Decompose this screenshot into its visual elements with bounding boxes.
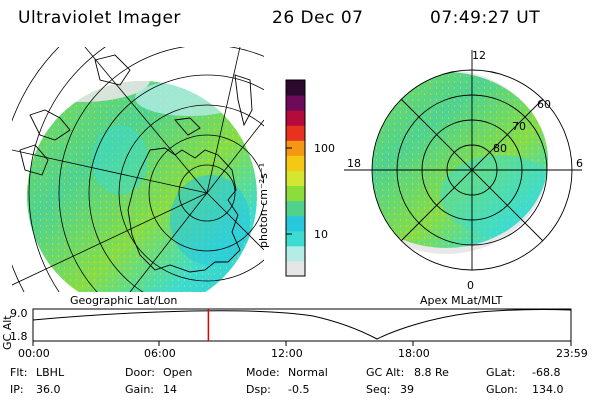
info-flt-key: Flt: [10, 366, 28, 379]
time-label: 07:49:27 UT [430, 8, 541, 28]
geo-grid [12, 47, 264, 292]
orbit-plot [32, 308, 572, 346]
apex-lat-label-70: 70 [512, 120, 526, 133]
info-glon-value: 134.0 [532, 383, 564, 396]
orbit-altitude-curve [32, 308, 572, 340]
apex-lat-label-60: 60 [537, 98, 551, 111]
instrument-title: Ultraviolet Imager [18, 8, 181, 28]
info-seq-value: 39 [400, 383, 414, 396]
colorbar-segment [286, 155, 305, 171]
info-flt-value: LBHL [36, 366, 65, 379]
info-gain-key: Gain: [125, 383, 154, 396]
colorbar-frame [285, 79, 306, 277]
info-seq-key: Seq: [366, 383, 391, 396]
orbit-ytick-top: 9.0 [10, 307, 28, 320]
geo-coastline [19, 54, 253, 273]
date-label: 26 Dec 07 [272, 8, 364, 28]
info-mode-key: Mode: [246, 366, 280, 379]
apex-lat-label-80: 80 [493, 142, 507, 155]
apex-mlt-label-6: 6 [576, 157, 583, 170]
info-ip-value: 36.0 [36, 383, 61, 396]
orbit-xtick-label: 12:00 [271, 347, 303, 360]
info-gcalt-key: GC Alt: [366, 366, 405, 379]
colorbar-segment [286, 125, 305, 141]
info-gcalt-value: 8.8 Re [414, 366, 449, 379]
colorbar-segment [286, 110, 305, 126]
info-door-value: Open [163, 366, 193, 379]
info-gain-value: 14 [163, 383, 177, 396]
apex-grid [344, 50, 582, 271]
colorbar-segment [286, 80, 305, 96]
orbit-xtick-label: 00:00 [18, 347, 50, 360]
geo-map-panel [12, 47, 264, 292]
info-door-key: Door: [125, 366, 155, 379]
orbit-plot-frame [32, 308, 572, 342]
info-glat-value: -68.8 [532, 366, 561, 379]
colorbar-segment [286, 140, 305, 156]
apex-mlt-label-12: 12 [472, 49, 486, 62]
orbit-ytick-bottom: 1.8 [10, 330, 28, 343]
colorbar-segment [286, 200, 305, 217]
colorbar-segment [286, 245, 305, 262]
colorbar-segment [286, 215, 305, 232]
colorbar-segment [286, 95, 305, 111]
colorbar-unit-label: photon cm⁻²s⁻¹ [257, 162, 270, 248]
orbit-xtick-label: 23:59 [556, 347, 588, 360]
orbit-xtick-label: 06:00 [144, 347, 176, 360]
apex-mlt-label-0: 0 [467, 279, 474, 292]
info-dsp-key: Dsp: [246, 383, 271, 396]
apex-panel-caption: Apex MLat/MLT [420, 294, 503, 307]
info-mode-value: Normal [288, 366, 328, 379]
info-ip-key: IP: [10, 383, 24, 396]
colorbar-tick-label-100: 100 [314, 142, 335, 155]
apex-map-panel [344, 50, 582, 271]
geo-panel-caption: Geographic Lat/Lon [70, 294, 178, 307]
orbit-xtick-label: 18:00 [398, 347, 430, 360]
info-glon-key: GLon: [486, 383, 518, 396]
colorbar-segment [286, 170, 305, 187]
colorbar [285, 79, 306, 277]
colorbar-tick-label-10: 10 [314, 228, 328, 241]
info-dsp-value: -0.5 [288, 383, 310, 396]
info-glat-key: GLat: [486, 366, 516, 379]
colorbar-segment [286, 230, 305, 247]
apex-mlt-label-18: 18 [347, 157, 361, 170]
colorbar-segment [286, 260, 305, 277]
apex-image-data [372, 72, 548, 248]
colorbar-segment [286, 185, 305, 202]
geo-image-data [27, 81, 257, 292]
